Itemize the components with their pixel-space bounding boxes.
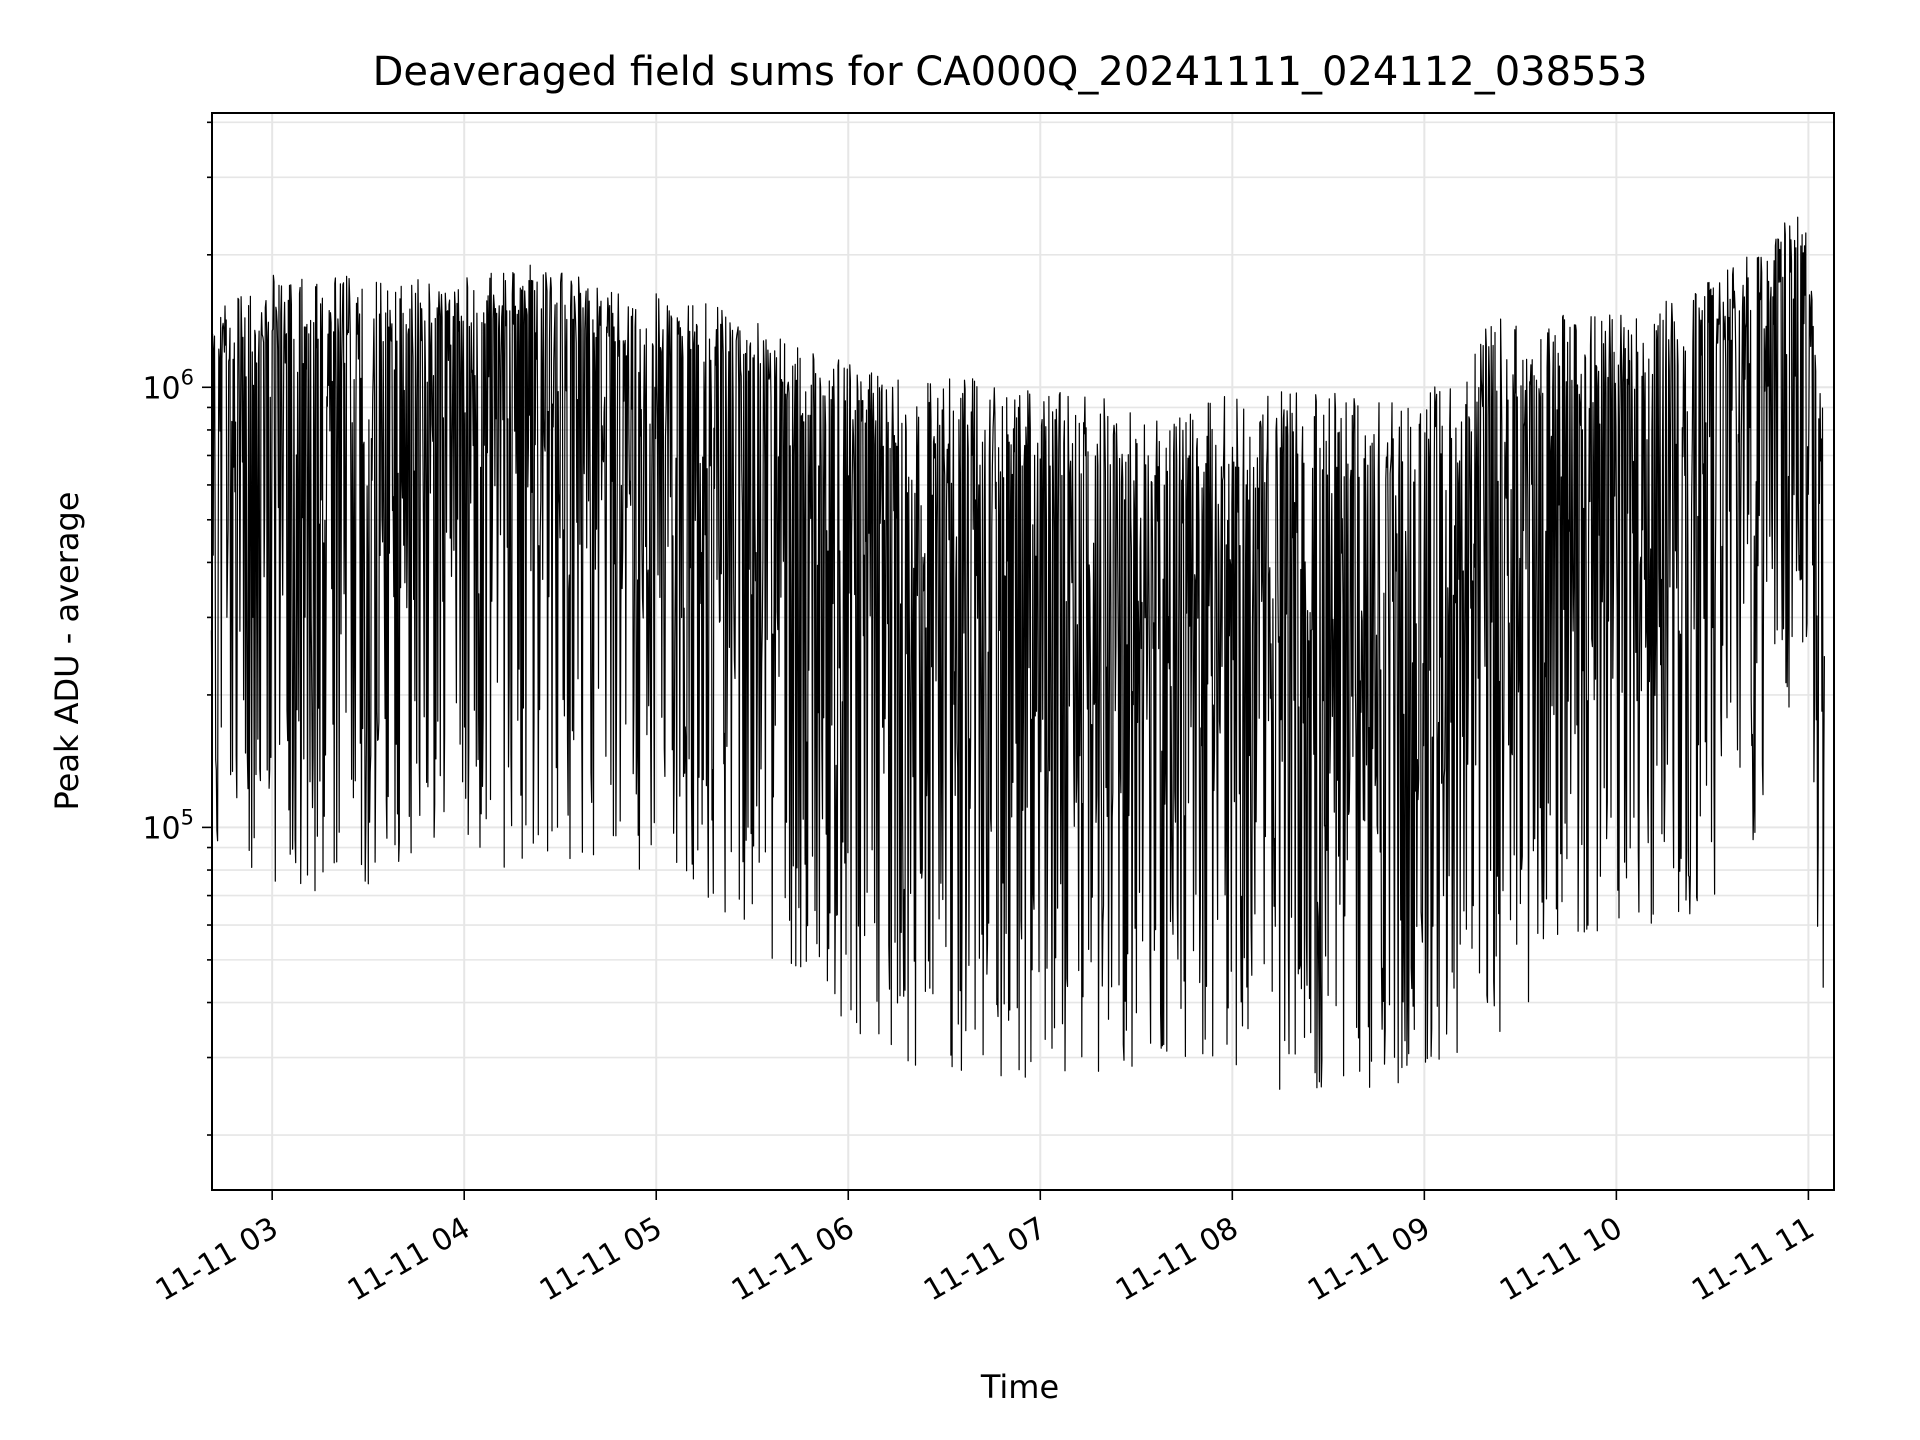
data-line — [210, 216, 1825, 1090]
x-tick-label: 11-11 07 — [918, 1211, 1052, 1309]
x-axis-title: Time — [980, 1368, 1059, 1406]
x-tick-label: 11-11 06 — [726, 1211, 860, 1309]
x-tick-label: 11-11 11 — [1686, 1211, 1820, 1309]
chart-title: Deaveraged field sums for CA000Q_2024111… — [373, 49, 1648, 95]
x-tick-label: 11-11 03 — [150, 1211, 284, 1309]
x-axis: 11-11 03 11-11 04 11-11 05 11-11 06 11-11 07… — [150, 1190, 1820, 1309]
y-axis: 105 106 — [142, 121, 212, 1136]
plot-frame — [211, 112, 1835, 1191]
x-tick-label: 11-11 08 — [1110, 1211, 1244, 1309]
data-series — [210, 216, 1825, 1090]
x-tick-label: 11-11 09 — [1302, 1211, 1436, 1309]
y-tick-label: 106 — [142, 365, 194, 406]
x-tick-label: 11-11 04 — [342, 1211, 476, 1309]
y-axis-title: Peak ADU - average — [48, 492, 86, 811]
x-tick-label: 11-11 10 — [1494, 1211, 1628, 1309]
y-tick-label: 105 — [142, 805, 194, 846]
x-tick-label: 11-11 05 — [534, 1211, 668, 1309]
